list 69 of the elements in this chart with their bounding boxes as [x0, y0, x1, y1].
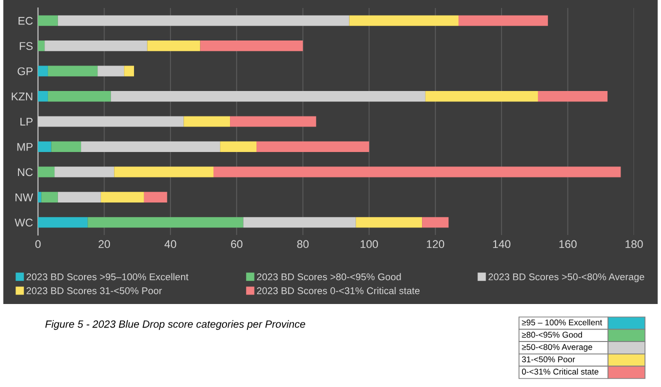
y-tick-label: NC [18, 168, 33, 176]
x-tick-label: 60 [231, 240, 242, 248]
text: ≥50-<80% Average [522, 344, 592, 352]
x-tick-label: 120 [426, 240, 444, 248]
bar [58, 192, 101, 202]
bar [38, 217, 88, 228]
y-tick-label: KZN [12, 92, 32, 100]
bar [38, 15, 58, 26]
y-tick-label: WC [14, 218, 33, 227]
x-tick-label: 20 [98, 240, 110, 248]
bar [200, 40, 303, 52]
bar [38, 116, 184, 127]
bar [220, 141, 257, 152]
bar [230, 116, 316, 127]
y-tick-label: EC [18, 16, 33, 25]
bar [48, 90, 111, 102]
bar [349, 15, 459, 26]
bar [110, 90, 426, 102]
text: ≥80-<95% Good [522, 332, 582, 338]
bar [98, 66, 124, 76]
bar [147, 40, 200, 52]
bar [114, 166, 214, 178]
text: ≥95 – 100% Excellent [522, 319, 602, 326]
bar [422, 217, 449, 228]
bar [243, 217, 356, 228]
bar [38, 141, 52, 152]
bar [124, 66, 134, 76]
x-tick-label: 160 [559, 240, 577, 248]
bar [38, 66, 48, 76]
x-tick-label: 80 [297, 240, 309, 248]
bar [38, 40, 45, 52]
bar [538, 90, 608, 102]
y-tick-label: NW [16, 194, 34, 202]
bar [38, 90, 48, 102]
x-tick-label: 140 [493, 240, 510, 248]
y-tick-label: FS [20, 42, 33, 50]
x-tick-label: 0 [35, 240, 41, 248]
bar [256, 141, 370, 152]
bar [41, 192, 58, 202]
y-tick-label: LP [20, 118, 33, 126]
bar [81, 141, 220, 152]
bar [144, 192, 168, 202]
bar [88, 217, 244, 228]
bar [44, 40, 148, 52]
bar [458, 15, 548, 26]
legend-label: 2023 BD Scores 31-<50% Poor [26, 287, 162, 294]
text: 31-<50% Poor [522, 356, 576, 362]
x-tick-label: 100 [360, 240, 378, 248]
bar [38, 192, 42, 202]
y-tick-label: MP [17, 143, 33, 151]
bar [425, 90, 538, 102]
legend-label: 2023 BD Scores 0-<31% Critical state [257, 287, 420, 294]
bar [48, 66, 98, 76]
bar [356, 217, 422, 228]
bar [100, 192, 144, 202]
bar [184, 116, 230, 127]
legend-label: 2023 BD Scores >50-<80% Average [488, 273, 644, 282]
text: 0-<31% Critical state [522, 368, 598, 375]
bar [51, 141, 82, 152]
legend-label: 2023 BD Scores >95–100% Excellent [26, 273, 188, 280]
bar [213, 166, 621, 178]
bar [54, 166, 114, 178]
x-tick-label: 180 [626, 240, 643, 248]
legend-label: 2023 BD Scores >80-<95% Good [257, 273, 401, 280]
y-tick-label: GP [18, 67, 33, 76]
bar [38, 166, 55, 178]
caption: Figure 5 - 2023 Blue Drop score categories per Province [45, 320, 306, 330]
x-tick-label: 40 [164, 240, 176, 248]
bar [58, 15, 350, 26]
